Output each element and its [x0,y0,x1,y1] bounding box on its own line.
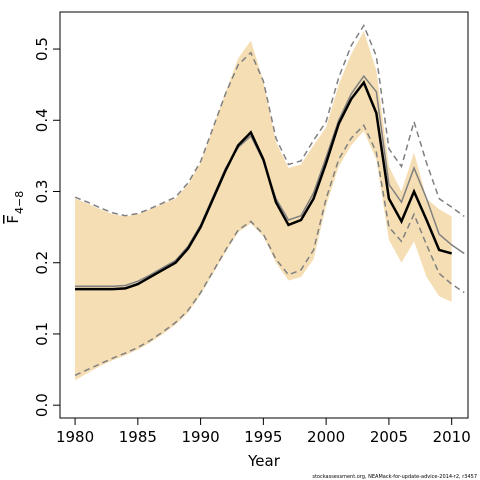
x-tick-label: 2000 [307,428,345,446]
x-tick-label: 1990 [182,428,220,446]
y-tick-label: 0.0 [33,393,51,417]
x-tick-label: 1980 [56,428,94,446]
x-tick-label: 2010 [433,428,471,446]
x-axis-label: Year [247,452,281,470]
y-axis-label-subscript: 4−8 [13,191,26,214]
y-tick-label: 0.2 [33,251,51,275]
y-tick-label: 0.3 [33,180,51,204]
y-tick-label: 0.4 [33,108,51,132]
x-tick-label: 1985 [119,428,157,446]
y-axis-label-group: F 4−8 [4,191,26,224]
series-line [74,23,465,218]
footnote: stockassessment.org, NEAMack-for-update-… [312,474,477,480]
y-tick-label: 0.1 [33,322,51,346]
plot-frame [59,11,469,419]
x-tick-label: 2005 [370,428,408,446]
y-axis-label: F [4,215,22,224]
series-line [74,123,465,376]
confidence-band [75,31,452,381]
x-tick-label: 1995 [244,428,282,446]
series-line [75,80,453,291]
y-tick-label: 0.5 [33,37,51,61]
